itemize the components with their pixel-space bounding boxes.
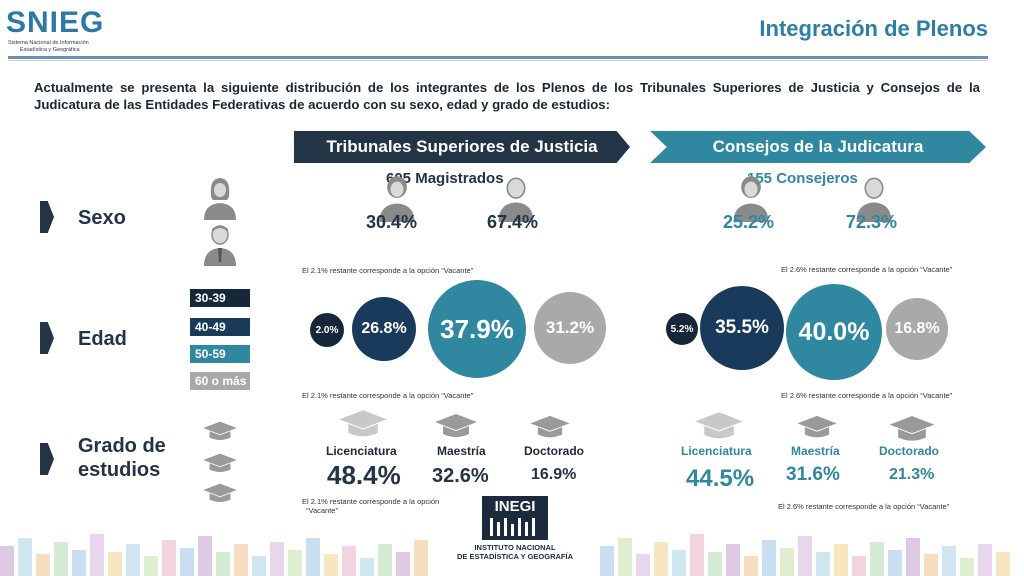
female-person-icon <box>204 178 236 220</box>
cj-age-30-39: 5.2% <box>666 313 698 345</box>
cj-male-pct: 72.3% <box>846 212 898 232</box>
cj-doc-pct: 21.3% <box>889 466 935 483</box>
cj-doc-label: Doctorado <box>879 444 939 458</box>
tsj-estudios-note-line-2: “Vacante” <box>306 506 338 515</box>
inegi-grid-icon <box>490 518 535 536</box>
cj-licenciatura-cap-icon <box>695 412 743 439</box>
cj-lic-label: Licenciatura <box>681 444 752 458</box>
grado-row-label: Grado de estudios <box>78 434 166 482</box>
tsj-age-50-59: 37.9% <box>428 280 526 378</box>
tsj-sexo-note: El 2.1% restante corresponde a la opción… <box>302 266 474 275</box>
tsj-age-30-39: 2.0% <box>310 313 344 347</box>
tsj-licenciatura-cap-icon <box>339 410 387 437</box>
inegi-line-1: INSTITUTO NACIONAL <box>474 543 556 552</box>
cj-age-40-49: 35.5% <box>700 286 784 370</box>
tsj-age-60-plus: 31.2% <box>534 292 606 364</box>
tsj-edad-note: El 2.1% restante corresponde a la opción… <box>302 391 474 400</box>
tsj-mae-label: Maestría <box>437 444 486 458</box>
edad-row-marker <box>40 322 54 354</box>
tsj-male-icon <box>498 177 534 222</box>
tsj-male-pct: 67.4% <box>487 212 539 232</box>
age-legend-30-39: 30-39 <box>190 289 250 307</box>
logo-text: SNIEG <box>6 6 105 39</box>
age-legend-50-59: 50-59 <box>190 345 250 363</box>
cj-age-60-plus: 16.8% <box>886 298 948 360</box>
age-legend-60-plus: 60 o más <box>190 372 250 390</box>
logo-subtitle-line-1: Sistema Nacional de Información <box>8 40 89 46</box>
snieg-logo: SNIEG Sistema Nacional de Información Es… <box>6 6 126 58</box>
logo-subtitle-line-2: Estadística y Geográfica <box>20 47 80 53</box>
tsj-banner: Tribunales Superiores de Justicia <box>294 131 630 163</box>
tsj-lic-pct: 48.4% <box>327 460 401 490</box>
decorative-bars <box>0 534 1010 576</box>
cj-edad-note: El 2.6% restante corresponde a la opción… <box>781 391 953 400</box>
grado-row-label-line-1: Grado de <box>78 435 166 457</box>
grado-row-marker <box>40 443 54 475</box>
tsj-mae-pct: 32.6% <box>432 465 489 487</box>
tsj-maestria-cap-icon <box>435 414 477 437</box>
logo-subtitle: Sistema Nacional de Información Estadíst… <box>8 40 118 54</box>
tsj-doc-label: Doctorado <box>524 444 584 458</box>
tsj-lic-label: Licenciatura <box>326 444 397 458</box>
tsj-female-pct: 30.4% <box>366 212 418 232</box>
inegi-logo-mark: INEGI <box>482 496 548 540</box>
cj-doctorado-cap-icon <box>889 416 935 441</box>
tsj-estudios-note: El 2.1% restante corresponde a la opción… <box>302 497 439 515</box>
tsj-age-40-49: 26.8% <box>352 297 416 361</box>
intro-text: Actualmente se presenta la siguiente dis… <box>34 80 980 112</box>
sexo-row-marker <box>40 201 54 233</box>
cj-lic-pct: 44.5% <box>686 465 755 492</box>
grado-row-label-line-2: estudios <box>78 459 161 481</box>
tsj-count: 605 Magistrados <box>386 170 504 187</box>
cj-female-pct: 25.2% <box>723 212 775 232</box>
inegi-line-2: DE ESTADÍSTICA Y GEOGRAFÍA <box>457 552 573 561</box>
tsj-doctorado-cap-icon <box>530 415 570 438</box>
graduation-cap-icon <box>203 421 237 440</box>
edad-row-label: Edad <box>78 328 127 350</box>
cj-age-50-59: 40.0% <box>786 284 882 380</box>
male-person-icon <box>204 225 236 266</box>
header-divider-thin <box>8 60 988 61</box>
tsj-female-icon <box>379 176 415 222</box>
cj-count: 155 Consejeros <box>747 170 858 187</box>
header-divider <box>8 56 988 59</box>
graduation-cap-icon <box>203 483 237 502</box>
age-legend-40-49: 40-49 <box>190 318 250 336</box>
tsj-doc-pct: 16.9% <box>531 466 577 483</box>
cj-mae-pct: 31.6% <box>786 464 840 485</box>
cj-maestria-cap-icon <box>797 415 837 438</box>
cj-mae-label: Maestría <box>791 444 840 458</box>
cj-sexo-note: El 2.6% restante corresponde a la opción… <box>781 265 953 274</box>
inegi-name: INEGI <box>494 498 536 515</box>
cj-banner: Consejos de la Judicatura <box>650 131 986 163</box>
cj-female-icon <box>733 176 769 222</box>
inegi-logo: INEGI INSTITUTO NACIONAL DE ESTADÍSTICA … <box>440 496 590 564</box>
cj-male-icon <box>856 177 892 222</box>
graduation-cap-icon <box>203 453 237 472</box>
cj-estudios-note: El 2.6% restante corresponde a la opción… <box>778 502 950 511</box>
tsj-estudios-note-line-1: El 2.1% restante corresponde a la opción <box>302 497 440 506</box>
page-title: Integración de Plenos <box>759 16 988 41</box>
sexo-row-label: Sexo <box>78 207 126 229</box>
